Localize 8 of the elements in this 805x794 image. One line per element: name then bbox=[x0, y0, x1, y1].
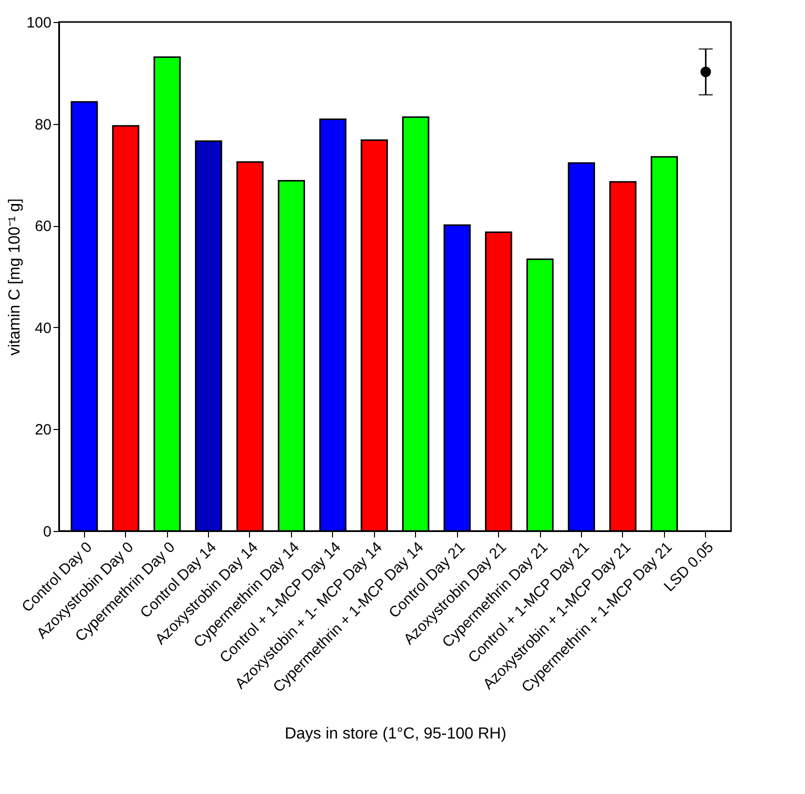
y-tick-label: 40 bbox=[34, 320, 52, 337]
y-tick-label: 60 bbox=[34, 218, 52, 236]
y-tick-label: 0 bbox=[43, 524, 52, 540]
x-axis-title: Days in store (1°C, 95-100 RH) bbox=[284, 725, 506, 742]
y-tick-label: 100 bbox=[26, 14, 52, 32]
y-axis-title: vitamin C [mg 100⁻¹ g] bbox=[6, 198, 24, 356]
y-tick-label: 20 bbox=[34, 422, 52, 439]
y-tick-label: 80 bbox=[34, 116, 52, 134]
